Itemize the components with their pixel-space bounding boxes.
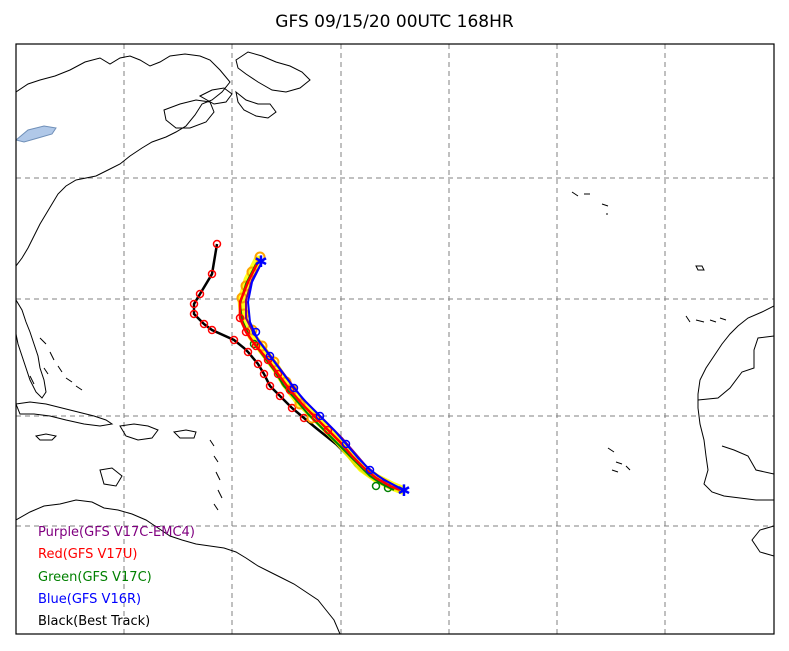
- storm-start-marker: ✱: [397, 481, 410, 500]
- coastlines: [16, 51, 774, 634]
- map-title: GFS 09/15/20 00UTC 168HR: [275, 12, 514, 32]
- map-frame: [15, 43, 775, 635]
- legend: Purple(GFS V17C-EMC4) Red(GFS V17U) Gree…: [38, 525, 195, 629]
- legend-item-red: Red(GFS V17U): [38, 547, 138, 562]
- legend-item-purple: Purple(GFS V17C-EMC4): [38, 525, 195, 540]
- legend-item-green: Green(GFS V17C): [38, 570, 152, 585]
- legend-item-blue: Blue(GFS V16R): [38, 592, 141, 607]
- grid-lines: [16, 44, 774, 634]
- map-background: [16, 44, 774, 634]
- storm-end-marker: ✱: [254, 252, 267, 271]
- legend-item-black: Black(Best Track): [38, 614, 150, 629]
- track-blue: ✱ ✱: [246, 252, 411, 500]
